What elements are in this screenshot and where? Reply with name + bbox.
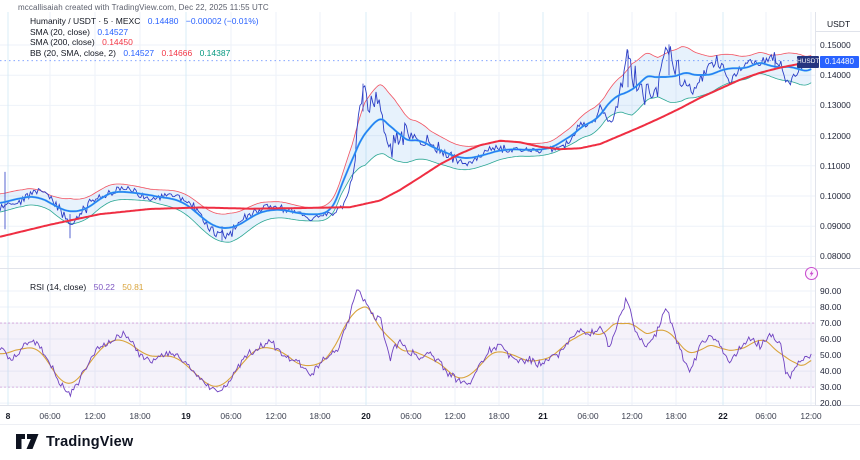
bb-label: BB (20, SMA, close, 2) (30, 47, 116, 58)
price-tick-label: 0.13000 (820, 100, 851, 111)
rsi-tick-label: 20.00 (820, 398, 842, 409)
price-tick-label: 0.15000 (820, 40, 851, 50)
sma20-row[interactable]: SMA (20, close) 0.14527 (30, 27, 259, 38)
last-price-badge: 0.14480 (820, 56, 859, 68)
tradingview-logo-icon (16, 434, 39, 449)
time-tick-label: 12:00 (621, 411, 643, 421)
attribution-text: mccallisaiah created with TradingView.co… (18, 3, 269, 12)
bb-upper-value: 0.14666 (161, 47, 193, 58)
sma20-value: 0.14527 (97, 26, 129, 37)
price-tick-label: 0.10000 (820, 191, 851, 201)
time-tick-label: 12:00 (444, 411, 466, 421)
symbol-last-price: 0.14480 (147, 16, 179, 26)
time-tick-label: 20 (361, 411, 371, 421)
time-tick-label: 12:00 (84, 411, 106, 421)
ticker-tag-badge: HUSDT (797, 56, 819, 68)
pane-action-icon[interactable] (804, 266, 819, 281)
tradingview-logo[interactable]: TradingView (16, 434, 133, 450)
rsi-pane[interactable] (0, 289, 815, 398)
time-tick-label: 12:00 (265, 411, 287, 421)
time-tick-label: 8 (5, 411, 11, 421)
time-tick-label: 06:00 (577, 411, 599, 421)
rsi-label: RSI (14, close) (30, 282, 87, 292)
rsi-tick-label: 90.00 (820, 286, 842, 296)
rsi-tick-label: 60.00 (820, 334, 842, 345)
price-scale-currency-label: USDT (827, 19, 851, 29)
time-tick-label: 12:00 (800, 411, 822, 421)
time-tick-label: 18:00 (129, 411, 151, 421)
time-tick-label: 22 (718, 411, 728, 421)
price-tick-label: 0.08000 (820, 251, 851, 262)
bb-upper-line (0, 46, 812, 215)
bb-lower-line (0, 73, 812, 243)
rsi-line (0, 289, 812, 398)
bb-fill (0, 46, 812, 243)
rsi-tick-label: 30.00 (820, 382, 842, 393)
rsi-value: 50.22 (93, 282, 115, 292)
time-tick-label: 19 (181, 411, 191, 421)
price-tick-label: 0.11000 (820, 160, 851, 171)
time-tick-label: 18:00 (488, 411, 510, 421)
rsi-band-fill (0, 323, 815, 388)
price-tick-label: 0.14000 (820, 70, 851, 81)
rsi-legend-row[interactable]: RSI (14, close) 50.22 50.81 (30, 282, 144, 292)
tradingview-logo-text: TradingView (46, 434, 134, 450)
rsi-ma-value: 50.81 (122, 282, 144, 292)
time-tick-label: 06:00 (220, 411, 242, 421)
price-candles-trace (0, 46, 812, 240)
grid-lines (0, 12, 815, 405)
sma200-label: SMA (200, close) (30, 37, 95, 48)
time-tick-label: 06:00 (400, 411, 422, 421)
symbol-change: −0.00002 (−0.01%) (185, 16, 259, 26)
symbol-title: Humanity / USDT · 5 · MEXC (30, 16, 141, 26)
time-tick-label: 06:00 (755, 411, 777, 421)
price-tick-label: 0.09000 (820, 221, 851, 232)
sma200-value: 0.14450 (102, 37, 133, 48)
main-pane[interactable] (0, 44, 812, 243)
rsi-tick-label: 80.00 (820, 302, 842, 313)
rsi-tick-label: 70.00 (820, 318, 842, 329)
time-tick-label: 06:00 (39, 411, 61, 421)
symbol-row[interactable]: Humanity / USDT · 5 · MEXC 0.14480 −0.00… (30, 16, 259, 27)
sma200-row[interactable]: SMA (200, close) 0.14450 (30, 37, 259, 48)
time-tick-label: 21 (538, 411, 548, 421)
sma20-label: SMA (20, close) (30, 26, 90, 37)
sma200-line (0, 61, 812, 238)
bb-lower-value: 0.14387 (199, 47, 231, 58)
price-tick-label: 0.12000 (820, 130, 851, 141)
bb-row[interactable]: BB (20, SMA, close, 2) 0.14527 0.14666 0… (30, 48, 259, 59)
bb-basis-value: 0.14527 (123, 47, 155, 58)
bb-basis-line (0, 62, 812, 229)
indicator-legend: Humanity / USDT · 5 · MEXC 0.14480 −0.00… (30, 16, 259, 58)
time-tick-label: 18:00 (665, 411, 687, 421)
rsi-tick-label: 40.00 (820, 366, 842, 377)
time-tick-label: 18:00 (309, 411, 331, 421)
rsi-tick-label: 50.00 (820, 350, 842, 361)
